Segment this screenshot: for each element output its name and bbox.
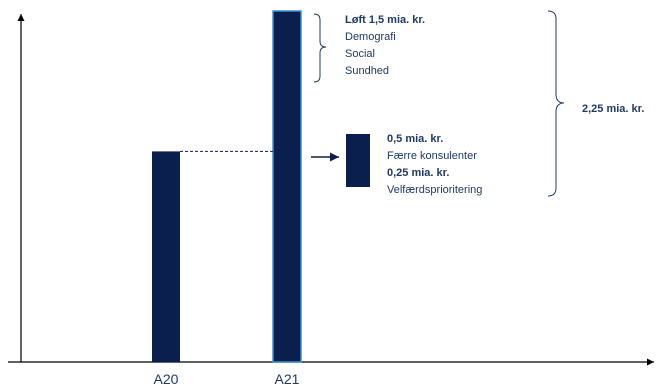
increase-brace bbox=[313, 13, 327, 83]
increase-item-demografi: Demografi bbox=[345, 31, 396, 43]
bar-a20 bbox=[152, 151, 180, 362]
increase-item-sundhed: Sundhed bbox=[345, 65, 389, 77]
bar-a21 bbox=[272, 10, 302, 363]
offset-box bbox=[346, 134, 370, 187]
x-tick-a20: A20 bbox=[154, 371, 179, 387]
total-brace bbox=[547, 10, 565, 197]
offset-line-3: 0,25 mia. kr. bbox=[387, 167, 449, 179]
offset-line-1: 0,5 mia. kr. bbox=[387, 133, 443, 145]
x-tick-a21: A21 bbox=[275, 371, 300, 387]
offset-line-4: Velfærdsprioritering bbox=[387, 184, 482, 196]
total-label: 2,25 mia. kr. bbox=[582, 103, 644, 115]
offset-line-2: Færre konsulenter bbox=[387, 150, 477, 162]
increase-headline: Løft 1,5 mia. kr. bbox=[345, 14, 425, 26]
increase-item-social: Social bbox=[345, 48, 375, 60]
